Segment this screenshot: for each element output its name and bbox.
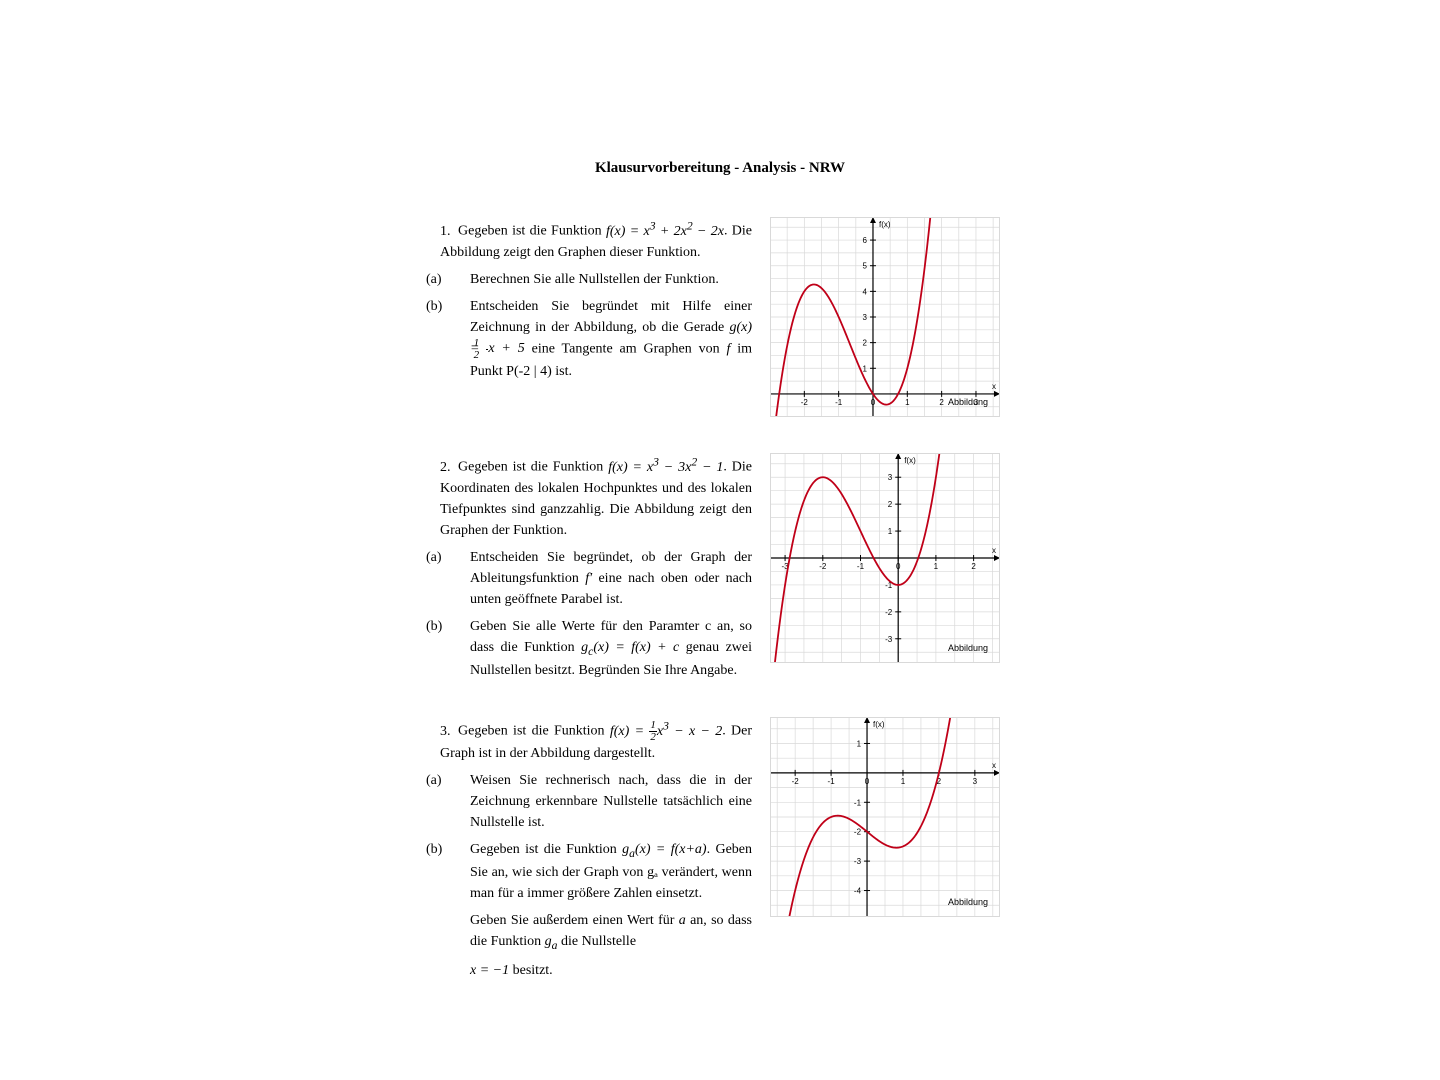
intro-pre: Gegeben ist die Funktion — [458, 724, 610, 739]
part-math-gc: gc(x) = f(x) + c — [581, 640, 679, 655]
svg-text:-3: -3 — [854, 857, 862, 866]
part-label: (b) — [448, 616, 470, 637]
svg-text:Abbildung: Abbildung — [948, 897, 988, 907]
svg-text:Abbildung: Abbildung — [948, 643, 988, 653]
intro-math: f(x) = 12x3 − x − 2 — [610, 724, 722, 739]
problem-1-text: 1.Gegeben ist die Funktion f(x) = x3 + 2… — [440, 217, 752, 382]
svg-text:f(x): f(x) — [879, 220, 891, 229]
part-label: (a) — [448, 269, 470, 290]
problem-2-text: 2.Gegeben ist die Funktion f(x) = x3 − 3… — [440, 453, 752, 681]
problem-1: 1.Gegeben ist die Funktion f(x) = x3 + 2… — [440, 217, 1000, 417]
problem-2: 2.Gegeben ist die Funktion f(x) = x3 − 3… — [440, 453, 1000, 681]
svg-text:2: 2 — [863, 339, 868, 348]
svg-text:-1: -1 — [828, 777, 836, 786]
svg-text:3: 3 — [973, 777, 978, 786]
intro-math: f(x) = x3 − 3x2 − 1 — [608, 460, 723, 475]
problem-3-b-extra: Geben Sie außerdem einen Wert für a an, … — [440, 910, 752, 954]
svg-text:0: 0 — [865, 777, 870, 786]
part-extra: Geben Sie außerdem einen Wert für a an, … — [470, 913, 752, 949]
problem-3: 3.Gegeben ist die Funktion f(x) = 12x3 −… — [440, 717, 1000, 982]
intro-pre: Gegeben ist die Funktion — [458, 460, 608, 475]
problem-1-intro: 1.Gegeben ist die Funktion f(x) = x3 + 2… — [440, 217, 752, 263]
svg-text:2: 2 — [939, 398, 944, 407]
chart-1: -2-10123123456f(x)xAbbildung — [770, 217, 1000, 417]
page: Klausurvorbereitung - Analysis - NRW 1.G… — [440, 0, 1000, 981]
svg-text:1: 1 — [905, 398, 910, 407]
svg-text:1: 1 — [934, 562, 939, 571]
svg-text:2: 2 — [971, 562, 976, 571]
problem-number: 2. — [440, 457, 458, 478]
part-label: (a) — [448, 770, 470, 791]
svg-text:x: x — [992, 382, 996, 391]
svg-text:-2: -2 — [854, 828, 862, 837]
svg-text:-2: -2 — [801, 398, 809, 407]
part-text: Entscheiden Sie begründet, ob der Graph … — [470, 550, 752, 607]
svg-text:3: 3 — [863, 313, 868, 322]
svg-text:0: 0 — [896, 562, 901, 571]
svg-text:x: x — [992, 761, 996, 770]
problem-1-b: (b)Entscheiden Sie begründet mit Hilfe e… — [440, 296, 752, 382]
part-text-mid: eine Tangente am Graphen von — [525, 341, 727, 356]
page-title: Klausurvorbereitung - Analysis - NRW — [440, 160, 1000, 177]
problem-3-b-extra2: x = −1 besitzt. — [440, 960, 752, 981]
problem-2-intro: 2.Gegeben ist die Funktion f(x) = x3 − 3… — [440, 453, 752, 541]
problem-3-intro: 3.Gegeben ist die Funktion f(x) = 12x3 −… — [440, 717, 752, 764]
problem-2-b: (b)Geben Sie alle Werte für den Paramter… — [440, 616, 752, 681]
problem-1-a: (a)Berechnen Sie alle Nullstellen der Fu… — [440, 269, 752, 290]
intro-pre: Gegeben ist die Funktion — [458, 224, 606, 239]
part-extra2: x = −1 — [470, 963, 509, 978]
svg-text:-2: -2 — [819, 562, 827, 571]
svg-text:2: 2 — [888, 500, 893, 509]
svg-text:0: 0 — [871, 398, 876, 407]
part-text-pre: Entscheiden Sie begründet mit Hilfe eine… — [470, 299, 752, 335]
chart-3: -2-10123-4-3-2-11f(x)xAbbildung — [770, 717, 1000, 917]
intro-math: f(x) = x3 + 2x2 − 2x — [606, 224, 724, 239]
svg-text:-3: -3 — [885, 635, 893, 644]
part-label: (b) — [448, 296, 470, 317]
problem-2-a: (a)Entscheiden Sie begründet, ob der Gra… — [440, 547, 752, 610]
svg-text:-2: -2 — [885, 608, 893, 617]
problem-number: 1. — [440, 221, 458, 242]
svg-text:f(x): f(x) — [873, 720, 885, 729]
svg-text:-2: -2 — [792, 777, 800, 786]
svg-text:4: 4 — [863, 287, 868, 296]
svg-text:-1: -1 — [857, 562, 865, 571]
svg-text:f(x): f(x) — [904, 456, 916, 465]
svg-text:1: 1 — [857, 739, 862, 748]
part-label: (a) — [448, 547, 470, 568]
svg-text:-4: -4 — [854, 886, 862, 895]
svg-text:1: 1 — [901, 777, 906, 786]
part-math-ga: ga(x) = f(x+a) — [622, 842, 706, 857]
chart-2: -3-2-1012-3-2-1123f(x)xAbbildung — [770, 453, 1000, 663]
svg-text:1: 1 — [863, 364, 868, 373]
svg-text:3: 3 — [888, 473, 893, 482]
svg-text:x: x — [992, 546, 996, 555]
svg-text:-1: -1 — [835, 398, 843, 407]
svg-text:-1: -1 — [854, 798, 862, 807]
svg-text:5: 5 — [863, 262, 868, 271]
part-text-pre: Gegeben ist die Funktion — [470, 842, 622, 857]
problem-3-a: (a)Weisen Sie rechnerisch nach, dass die… — [440, 770, 752, 833]
part-label: (b) — [448, 839, 470, 860]
problem-number: 3. — [440, 721, 458, 742]
problem-3-text: 3.Gegeben ist die Funktion f(x) = 12x3 −… — [440, 717, 752, 982]
svg-text:6: 6 — [863, 236, 868, 245]
problem-3-b: (b)Gegeben ist die Funktion ga(x) = f(x+… — [440, 839, 752, 904]
part-text: Berechnen Sie alle Nullstellen der Funkt… — [470, 272, 719, 287]
part-text: Weisen Sie rechnerisch nach, dass die in… — [470, 773, 752, 830]
svg-text:Abbildung: Abbildung — [948, 397, 988, 407]
svg-text:1: 1 — [888, 527, 893, 536]
